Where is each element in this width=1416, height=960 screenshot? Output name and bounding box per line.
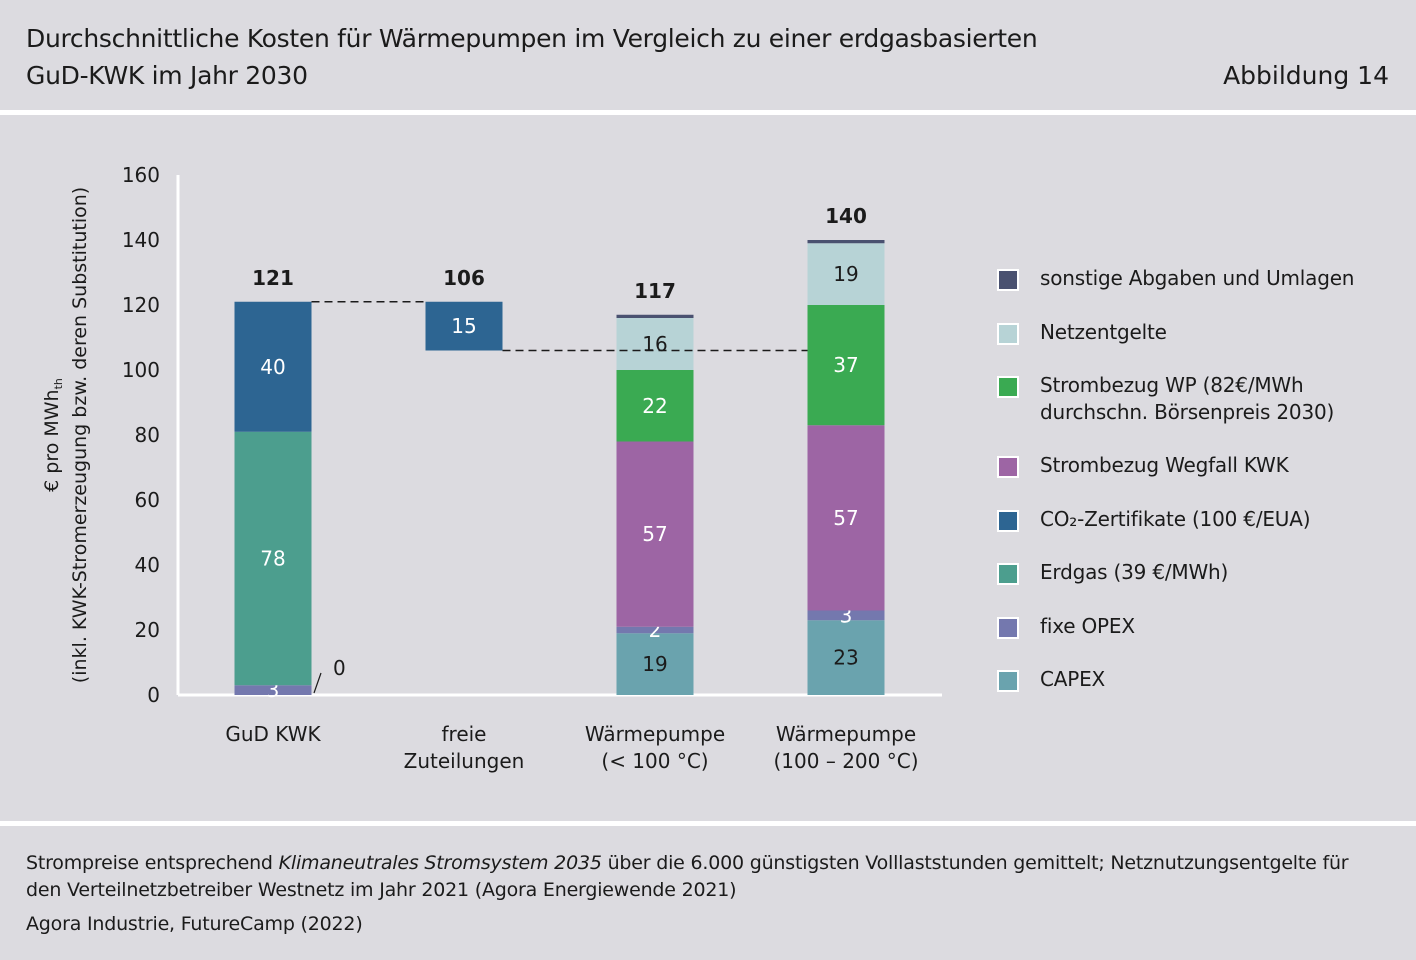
source-line: Agora Industrie, FutureCamp (2022) <box>26 913 363 935</box>
bar-3-segment-capex <box>807 620 885 695</box>
legend-item-capex: CAPEX <box>997 666 1397 716</box>
legend-label-capex: CAPEX <box>1040 667 1106 691</box>
y-tick-label-7: 140 <box>122 228 160 252</box>
y-tick-label-2: 40 <box>135 553 160 577</box>
footer-divider <box>0 821 1416 826</box>
figure-label: Abbildung 14 <box>1223 61 1389 90</box>
bar-3-total-label: 140 <box>825 204 867 228</box>
y-tick-label-3: 60 <box>135 488 160 512</box>
bar-3-segment-netz <box>807 243 885 305</box>
legend-swatch-strom_kwk <box>997 456 1019 478</box>
legend-item-erdgas: Erdgas (39 €/MWh) <box>997 559 1397 609</box>
legend-swatch-co2 <box>997 510 1019 532</box>
bar-3-value-label-0: 23 <box>833 646 858 670</box>
x-category-label-2-1: (< 100 °C) <box>601 749 708 773</box>
header-divider <box>0 110 1416 115</box>
bar-2-value-label-3: 22 <box>642 394 667 418</box>
chart-area: € pro MWhth (inkl. KWK-Stromerzeugung bzw… <box>0 115 1416 821</box>
bar-0-segment-erdgas <box>234 431 312 686</box>
zero-annotation-leader <box>313 672 322 694</box>
bar-2-value-label-0: 19 <box>642 652 667 676</box>
bar-2-segment-sonstige <box>616 314 694 318</box>
bar-3-segment-sonstige <box>807 240 885 244</box>
legend-swatch-strom_wp <box>997 376 1019 398</box>
legend-item-opex: fixe OPEX <box>997 613 1397 663</box>
bar-2-total-label: 117 <box>634 279 676 303</box>
bar-0-segment-opex <box>234 685 312 695</box>
legend-label-erdgas: Erdgas (39 €/MWh) <box>1040 560 1229 584</box>
legend-label-strom_wp: Strombezug WP (82€/MWh durchschn. Börsen… <box>1040 373 1335 424</box>
bar-3-value-label-3: 37 <box>833 353 858 377</box>
legend-item-co2: CO₂-Zertifikate (100 €/EUA) <box>997 506 1397 556</box>
legend-label-netz: Netzentgelte <box>1040 320 1167 344</box>
bar-3-segment-strom_wp <box>807 305 885 426</box>
bar-3-segment-strom_kwk <box>807 425 885 611</box>
footnote: Strompreise entsprechend Klimaneutrales … <box>26 850 1386 904</box>
y-tick-label-4: 80 <box>135 423 160 447</box>
legend-label-co2: CO₂-Zertifikate (100 €/EUA) <box>1040 507 1311 531</box>
x-category-label-0-0: GuD KWK <box>225 722 321 746</box>
bar-1-segment-co2 <box>425 301 503 351</box>
zero-annotation-label: 0 <box>333 656 346 680</box>
footer: Strompreise entsprechend Klimaneutrales … <box>0 826 1416 960</box>
y-axis-title-line-1: € pro MWhth <box>41 378 65 492</box>
legend-item-strom_wp: Strombezug WP (82€/MWh durchschn. Börsen… <box>997 372 1397 424</box>
legend-label-opex: fixe OPEX <box>1040 614 1135 638</box>
bar-0-value-label-3: 40 <box>260 355 285 379</box>
footnote-part-1: Strompreise entsprechend <box>26 852 279 874</box>
header: Durchschnittliche Kosten für Wärmepumpen… <box>0 0 1416 110</box>
y-axis-title-line-2: (inkl. KWK-Stromerzeugung bzw. deren Sub… <box>69 187 91 683</box>
y-tick-label-5: 100 <box>122 358 160 382</box>
bar-1-total-label: 106 <box>443 266 485 290</box>
y-tick-label-6: 120 <box>122 293 160 317</box>
bar-0-total-label: 121 <box>252 266 294 290</box>
x-category-label-3-1: (100 – 200 °C) <box>774 749 919 773</box>
bar-2-segment-strom_kwk <box>616 441 694 627</box>
bar-3-value-label-2: 57 <box>833 506 858 530</box>
bar-0-segment-co2 <box>234 301 312 432</box>
x-category-label-1-1: Zuteilungen <box>404 749 525 773</box>
y-tick-label-8: 160 <box>122 163 160 187</box>
footnote-italic-title: Klimaneutrales Stromsystem 2035 <box>278 852 602 874</box>
legend-swatch-netz <box>997 323 1019 345</box>
legend-swatch-erdgas <box>997 563 1019 585</box>
bar-2-segment-netz <box>616 318 694 370</box>
footnote-part-2: über die 6.000 günstigsten Volllaststund… <box>26 852 1349 901</box>
bar-2-value-label-4: 16 <box>642 332 667 356</box>
legend-swatch-opex <box>997 617 1019 639</box>
bar-0-value-label-2: 78 <box>260 547 285 571</box>
y-tick-label-0: 0 <box>147 683 160 707</box>
legend-item-netz: Netzentgelte <box>997 319 1397 369</box>
bar-3-segment-opex <box>807 610 885 621</box>
bar-2-segment-strom_wp <box>616 370 694 442</box>
bar-2-segment-opex <box>616 626 694 634</box>
bar-2-value-label-2: 57 <box>642 522 667 546</box>
bar-1-value-label-0: 15 <box>451 314 476 338</box>
legend-label-sonstige: sonstige Abgaben und Umlagen <box>1040 266 1355 290</box>
page-title-line-1: Durchschnittliche Kosten für Wärmepumpen… <box>26 24 1038 53</box>
legend-item-sonstige: sonstige Abgaben und Umlagen <box>997 265 1397 315</box>
stacked-bar-chart: € pro MWhth (inkl. KWK-Stromerzeugung bzw… <box>41 163 942 773</box>
bar-3-value-label-4: 19 <box>833 262 858 286</box>
legend-label-strom_kwk: Strombezug Wegfall KWK <box>1040 453 1289 477</box>
chart-legend: sonstige Abgaben und Umlagen Netzentgelte… <box>997 115 1397 821</box>
x-category-label-1-0: freie <box>442 722 487 746</box>
legend-swatch-sonstige <box>997 269 1019 291</box>
y-tick-label-1: 20 <box>135 618 160 642</box>
legend-swatch-capex <box>997 670 1019 692</box>
legend-item-strom_kwk: Strombezug Wegfall KWK <box>997 452 1397 502</box>
page-title-line-2: GuD-KWK im Jahr 2030 <box>26 61 308 90</box>
x-category-label-3-0: Wärmepumpe <box>776 722 916 746</box>
x-category-label-2-0: Wärmepumpe <box>585 722 725 746</box>
bar-2-segment-capex <box>616 633 694 695</box>
